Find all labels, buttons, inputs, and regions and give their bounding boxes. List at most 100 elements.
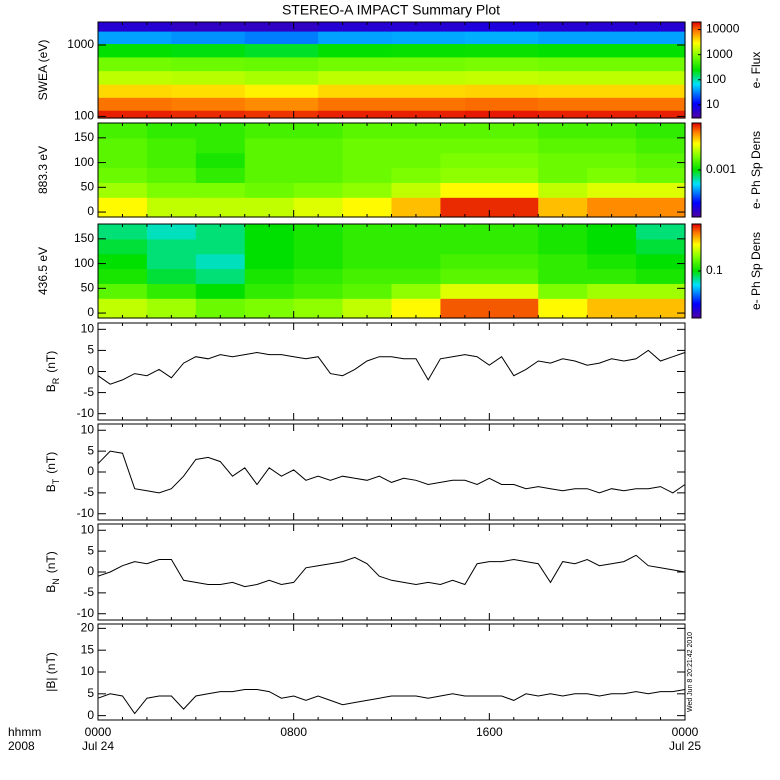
heatmap-cell xyxy=(293,283,344,299)
heatmap-cell xyxy=(538,268,588,284)
heatmap-cell xyxy=(98,84,172,98)
heatmap-cell xyxy=(171,22,246,32)
heatmap-cell xyxy=(587,298,637,319)
y-tick-label: 150 xyxy=(74,231,94,245)
heatmap-cell xyxy=(636,152,686,169)
heatmap-cell xyxy=(464,43,539,58)
heatmap-cell xyxy=(318,110,393,119)
y-tick-label: 10 xyxy=(81,664,95,678)
heatmap-cell xyxy=(636,197,686,218)
y-tick-label: 0 xyxy=(87,204,94,218)
heatmap-cell xyxy=(244,97,319,111)
heatmap-cell xyxy=(391,97,466,111)
heatmap-cell xyxy=(98,97,172,111)
y-tick-label: 10 xyxy=(81,422,95,436)
heatmap-cell xyxy=(440,298,490,319)
heatmap-cell xyxy=(195,224,246,240)
heatmap-cell xyxy=(98,152,148,169)
heatmap-cell xyxy=(146,167,197,183)
heatmap-cell xyxy=(391,152,442,169)
heatmap-cell xyxy=(146,298,197,319)
colorbar xyxy=(691,21,702,119)
heatmap-cell xyxy=(391,224,442,240)
heatmap-cell xyxy=(587,268,637,284)
y-tick-label: 50 xyxy=(81,179,95,193)
heatmap-cell xyxy=(98,137,148,154)
heatmap-cell xyxy=(98,70,172,85)
heatmap-cell xyxy=(587,283,637,299)
heatmap-cell xyxy=(538,56,613,72)
heatmap-cell xyxy=(440,182,490,198)
heatmap-cell xyxy=(293,137,344,154)
heatmap-cell xyxy=(195,268,246,284)
y-label-unit: (nT) xyxy=(44,351,58,373)
heatmap-cell xyxy=(195,182,246,198)
heatmap-cell xyxy=(440,197,490,218)
heatmap-cell xyxy=(489,224,539,240)
heatmap-cell xyxy=(342,167,393,183)
heatmap-cell xyxy=(98,298,148,319)
data-line xyxy=(97,349,686,385)
heatmap-cell xyxy=(171,43,246,58)
heatmap-cell xyxy=(195,123,246,139)
heatmap-cell xyxy=(318,43,393,58)
heatmap-cell xyxy=(98,253,148,270)
heatmap-cell xyxy=(391,167,442,183)
heatmap-cell xyxy=(464,30,539,45)
y-axis-label: 883.3 eV xyxy=(36,146,50,194)
y-tick-label: 50 xyxy=(81,280,95,294)
heatmap-cell xyxy=(391,253,442,270)
colorbar-label: e- Ph Sp Dens xyxy=(749,232,763,310)
heatmap-cell xyxy=(440,167,490,183)
panel: 10 100 1000 10000 e- Flux SWEA (eV) 100 1000 xyxy=(36,21,763,123)
heatmap-cell xyxy=(538,283,588,299)
heatmap-cell xyxy=(244,253,295,270)
heatmap-cell xyxy=(587,123,637,139)
colorbar-tick-label: 10 xyxy=(706,97,720,111)
heatmap-cell xyxy=(146,283,197,299)
heatmap-cell xyxy=(391,298,442,319)
heatmap-cell xyxy=(391,56,466,72)
heatmap-cell xyxy=(636,238,686,255)
y-tick-label: -5 xyxy=(83,385,94,399)
heatmap-cell xyxy=(318,30,393,45)
heatmap-cell xyxy=(342,197,393,218)
heatmap-cell xyxy=(146,137,197,154)
y-tick-label: 0 xyxy=(87,464,94,478)
heatmap-cell xyxy=(489,268,539,284)
heatmap-cell xyxy=(146,238,197,255)
heatmap-cell xyxy=(146,152,197,169)
y-tick-label: 0 xyxy=(87,564,94,578)
heatmap-cell xyxy=(293,224,344,240)
heatmap-cell xyxy=(636,123,686,139)
heatmap-cell xyxy=(146,182,197,198)
heatmap-cell xyxy=(538,84,613,98)
heatmap-cell xyxy=(611,30,686,45)
y-tick-label: -5 xyxy=(83,485,94,499)
heatmap-cell xyxy=(391,197,442,218)
heatmap-cell xyxy=(293,298,344,319)
colorbar-tick-label: 0.1 xyxy=(706,263,723,277)
x-date-label: Jul 24 xyxy=(82,739,114,753)
y-tick-label: 10 xyxy=(81,522,95,536)
heatmap-cell xyxy=(146,224,197,240)
heatmap-cell xyxy=(611,70,686,85)
heatmap-cell xyxy=(391,30,466,45)
y-label-sub: R xyxy=(51,377,61,384)
y-tick-label: 0 xyxy=(87,305,94,319)
plot-title: STEREO-A IMPACT Summary Plot xyxy=(282,2,500,18)
heatmap-cell xyxy=(391,137,442,154)
heatmap-cell xyxy=(244,197,295,218)
heatmap-cell xyxy=(98,224,148,240)
heatmap-cell xyxy=(318,56,393,72)
heatmap-cell xyxy=(342,224,393,240)
heatmap-cell xyxy=(293,167,344,183)
heatmap-cell xyxy=(146,268,197,284)
heatmap-cell xyxy=(489,238,539,255)
y-label-main: B xyxy=(44,585,58,593)
heatmap-cell xyxy=(489,123,539,139)
heatmap-cell xyxy=(171,97,246,111)
heatmap-cell xyxy=(440,137,490,154)
heatmap-cell xyxy=(342,152,393,169)
heatmap-cell xyxy=(391,268,442,284)
